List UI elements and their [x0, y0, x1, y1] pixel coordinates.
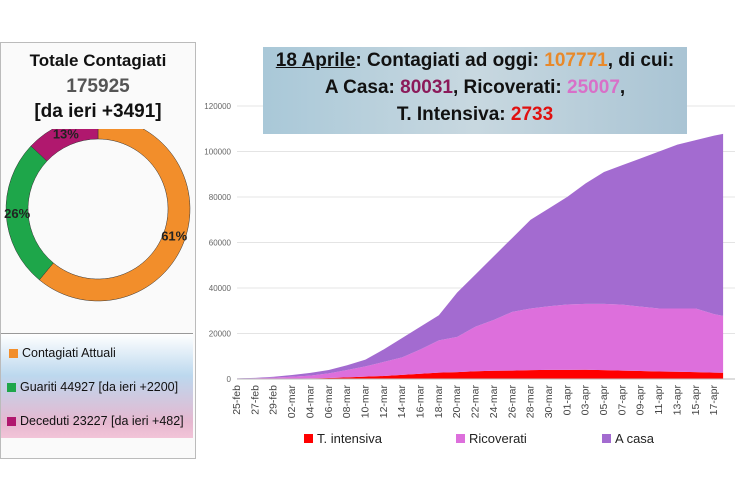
x-tick-label: 27-feb [249, 385, 261, 415]
area-a-casa [237, 133, 724, 379]
x-tick-label: 08-mar [341, 385, 353, 419]
total-delta: [da ieri +3491] [34, 101, 162, 122]
x-tick-label: 12-mar [378, 385, 390, 419]
x-tick-label: 24-mar [488, 385, 500, 419]
y-tick-label: 120000 [204, 102, 231, 111]
ti-value: 2733 [510, 104, 554, 125]
legend-swatch-deceduti [7, 416, 16, 426]
legend-contagiati: Contagiati Attuali [22, 346, 116, 360]
legend-label: A casa [615, 431, 655, 446]
area-ricoverati [237, 303, 724, 379]
legend-guariti: Guariti 44927 [da ieri +2200] [20, 380, 179, 394]
y-tick-label: 0 [227, 375, 232, 384]
x-tick-label: 29-feb [268, 385, 280, 415]
x-tick-label: 28-mar [525, 385, 537, 419]
x-tick-label: 16-mar [415, 385, 427, 419]
x-tick-label: 22-mar [470, 385, 482, 419]
x-tick-label: 14-mar [396, 385, 408, 419]
x-tick-label: 13-apr [671, 385, 683, 416]
total-title: Totale Contagiati [29, 51, 167, 70]
donut-label: 61% [161, 228, 187, 243]
legend-label: T. intensiva [317, 431, 383, 446]
headline-box: 18 Aprile: Contagiati ad oggi: 107771, d… [263, 47, 687, 134]
donut-slice [39, 129, 191, 302]
legend-deceduti: Deceduti 23227 [da ieri +482] [20, 414, 184, 428]
headline-date: 18 Aprile [275, 50, 356, 71]
comma: , [619, 77, 626, 98]
ricoverati-label: , Ricoverati: [453, 77, 568, 98]
x-tick-label: 20-mar [451, 385, 463, 419]
x-tick-label: 11-apr [653, 385, 665, 415]
legend-swatch [602, 434, 611, 443]
y-tick-label: 40000 [209, 284, 232, 293]
legend-swatch [304, 434, 313, 443]
donut-legend: Contagiati Attuali Guariti 44927 [da ier… [1, 333, 193, 438]
x-tick-label: 01-apr [561, 385, 573, 416]
legend-swatch-contagiati [9, 348, 18, 358]
headline-text: , di cui: [607, 50, 675, 71]
x-tick-label: 02-mar [286, 385, 298, 419]
total-value: 175925 [66, 76, 130, 97]
x-tick-label: 04-mar [304, 385, 316, 419]
x-tick-label: 03-apr [580, 385, 592, 416]
x-tick-label: 09-apr [635, 385, 647, 416]
ricoverati-value: 25007 [567, 77, 620, 98]
donut-chart: 61% 26% 13% [4, 129, 191, 302]
donut-label: 26% [4, 206, 30, 221]
summary-panel: Totale Contagiati 175925 [da ieri +3491]… [0, 42, 196, 459]
x-tick-label: 07-apr [616, 385, 628, 416]
x-tick-label: 05-apr [598, 385, 610, 416]
x-tick-label: 06-mar [323, 385, 335, 419]
x-tick-label: 30-mar [543, 385, 555, 419]
headline-total: 107771 [544, 50, 608, 71]
headline-text: : Contagiati ad oggi: [355, 50, 545, 71]
casa-label: A Casa: [324, 77, 401, 98]
ti-label: T. Intensiva: [396, 104, 511, 125]
y-tick-label: 100000 [204, 148, 231, 157]
legend-swatch [456, 434, 465, 443]
y-tick-label: 20000 [209, 330, 232, 339]
legend-swatch-guariti [7, 382, 16, 392]
donut-label: 13% [53, 129, 79, 142]
y-tick-label: 60000 [209, 239, 232, 248]
chart-panel: 0 20000 40000 60000 80000 100000 120000 25-feb 2… [194, 42, 750, 457]
y-tick-label: 80000 [209, 193, 232, 202]
x-tick-label: 18-mar [433, 385, 445, 419]
x-tick-label: 15-apr [690, 385, 702, 416]
legend-label: Ricoverati [469, 431, 527, 446]
x-tick-label: 26-mar [506, 385, 518, 419]
x-tick-label: 17-apr [708, 385, 720, 416]
x-tick-label: 25-feb [231, 385, 243, 415]
area-t-intensiva [237, 369, 724, 379]
casa-value: 80031 [400, 77, 453, 98]
donut-slice [30, 129, 99, 162]
x-tick-label: 10-mar [359, 385, 371, 419]
